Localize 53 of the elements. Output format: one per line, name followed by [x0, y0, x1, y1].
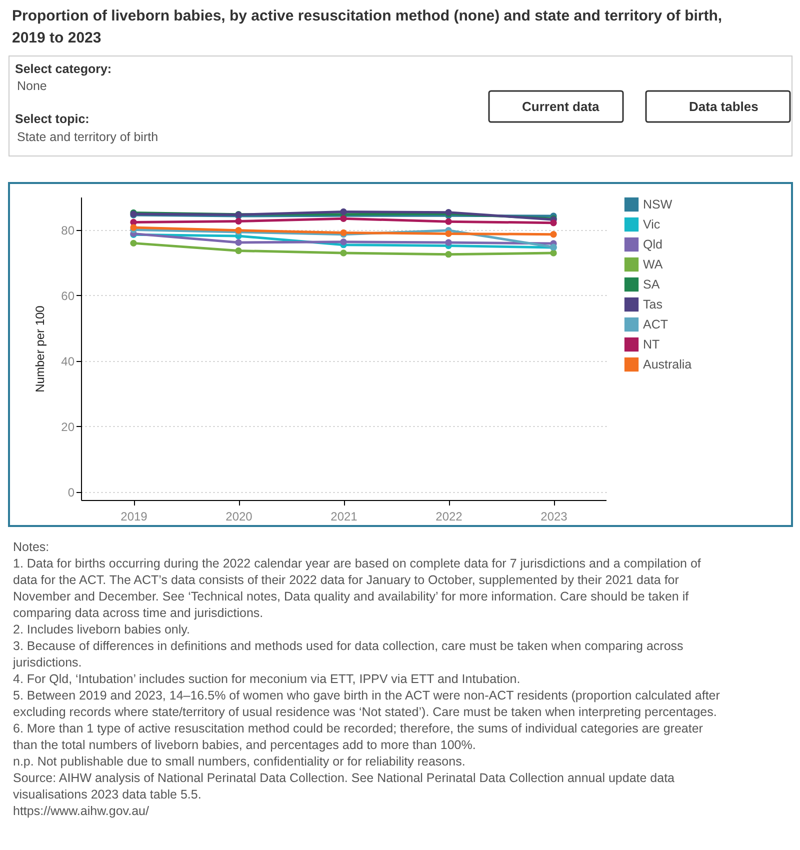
text: Select topic:	[15, 112, 90, 126]
y-tick-label: 0	[68, 485, 75, 500]
x-tick-label: 2021	[330, 510, 358, 524]
point	[235, 239, 242, 246]
point	[445, 250, 452, 258]
legend-label: NT	[643, 338, 660, 352]
point	[340, 250, 347, 256]
text: Select category:	[15, 62, 112, 76]
x-tick-label: 2019	[120, 510, 148, 524]
point	[445, 230, 452, 238]
legend-label: Australia	[643, 358, 692, 372]
point	[235, 218, 242, 225]
text: Current data	[522, 99, 600, 114]
chart-title: Proportion of liveborn babies, by active resuscitation method (none) and state and territory of birth, 2019 to 2023	[12, 8, 722, 46]
legend-label: Qld	[643, 238, 662, 252]
legend-label: WA	[643, 258, 664, 272]
x-tick-label: 2022	[436, 510, 463, 524]
text: 1. Data for births occurring during the 2022 calendar year are based on complete data for 7 jurisdictions and a compilation of data for the ACT. The ACT’s data consists of their 2022 data for January to October, supplemented by their 2021 data for November and December. See ‘Technical notes, Data quality and availability’ for more information. Care should be taken if comparing data across time and jurisdictions.	[13, 556, 702, 620]
point	[550, 230, 557, 238]
legend-label: Vic	[643, 218, 660, 232]
text: None	[17, 79, 47, 93]
text: 3. Because of differences in definitions and methods used for data collection, care must be taken when comparing across jurisdictions.	[12, 639, 684, 670]
y-tick-label: 60	[61, 288, 75, 303]
text: 5. Between 2019 and 2023, 14–16.5% of women who gave birth in the ACT were non-ACT residents (proportion calculated after excluding records where state/territory of usual residence was ‘Not stated’). Care must be taken when interpreting percentages.	[13, 688, 720, 719]
point	[445, 239, 452, 246]
point	[340, 208, 347, 216]
y-tick-label: 20	[61, 420, 75, 434]
point	[130, 224, 137, 231]
text: State and territory of birth	[17, 130, 158, 144]
point	[550, 250, 557, 256]
x-tick-label: 2020	[226, 510, 253, 524]
text: 2. Includes liveborn babies only.	[13, 622, 190, 636]
point	[235, 247, 242, 254]
point	[445, 218, 452, 225]
text: n.p. Not publishable due to small numbers, confidentiality or for reliability reasons.	[13, 754, 466, 768]
source-note: Source: AIHW analysis of National Perinatal Data Collection. See National Perinatal Data Collection annual update data visualisations 2023 data table 5.5.	[13, 771, 675, 802]
text: https://www.aihw.gov.au/	[13, 804, 150, 818]
legend-label: NSW	[643, 198, 672, 212]
legend-label: SA	[643, 278, 660, 292]
text: Notes:	[13, 540, 50, 554]
y-tick-label: 40	[61, 354, 75, 368]
text: 6. More than 1 type of active resuscitation method could be recorded; therefore, the sums of individual categories are greater than the total numbers of liveborn babies, and percentages add to more than 100%.	[13, 722, 703, 752]
legend-label: Tas	[643, 298, 662, 312]
y-tick-label: 80	[61, 223, 75, 238]
x-tick-label: 2023	[540, 510, 568, 524]
point	[340, 215, 347, 222]
y-axis-title: Number per 100	[33, 305, 48, 392]
text: 4. For Qld, ‘Intubation’ includes suction for meconium via ETT, IPPV via ETT and Intubation.	[13, 672, 520, 686]
point	[340, 238, 347, 246]
point	[550, 220, 557, 226]
text: Data tables	[689, 99, 758, 114]
point	[130, 240, 137, 247]
legend-label: ACT	[643, 318, 668, 332]
